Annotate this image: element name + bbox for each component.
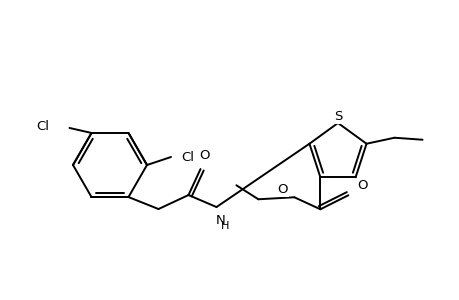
Text: Cl: Cl — [180, 151, 194, 164]
Text: O: O — [276, 183, 287, 196]
Text: N: N — [215, 214, 225, 226]
Text: H: H — [221, 221, 229, 231]
Text: Cl: Cl — [36, 121, 50, 134]
Text: S: S — [333, 110, 341, 123]
Text: O: O — [356, 179, 367, 192]
Text: O: O — [199, 148, 209, 161]
